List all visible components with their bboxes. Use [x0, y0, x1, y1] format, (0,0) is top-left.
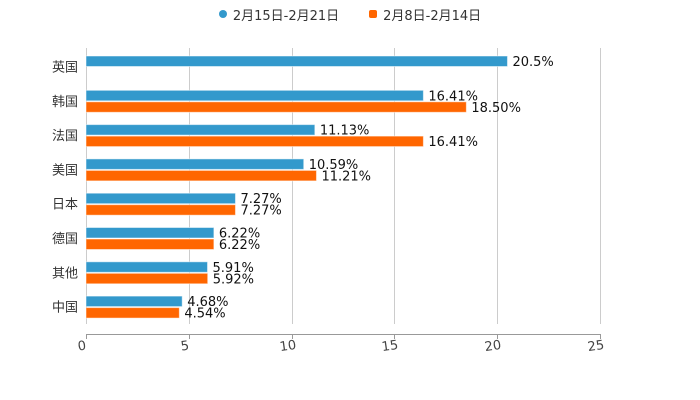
bar[interactable]: [85, 135, 424, 148]
bar[interactable]: [85, 124, 316, 136]
value-label: 4.54%: [184, 307, 225, 322]
bar[interactable]: [85, 272, 209, 285]
bar[interactable]: [85, 158, 305, 170]
value-label: 7.27%: [240, 192, 281, 207]
legend-label: 2月8日-2月14日: [383, 8, 482, 24]
legend-square-icon: [369, 10, 378, 18]
x-tick-label: 15: [381, 338, 399, 355]
value-label: 11.13%: [320, 124, 370, 139]
bar[interactable]: [85, 307, 180, 319]
x-tick-label: 10: [279, 338, 297, 355]
value-label: 20.5%: [512, 55, 553, 70]
category-label: 其他: [52, 266, 78, 281]
x-tick-label: 25: [587, 338, 605, 355]
category-label: 英国: [52, 61, 78, 76]
bar[interactable]: [85, 169, 317, 182]
bar[interactable]: [85, 101, 467, 113]
category-label: 中国: [52, 301, 78, 316]
value-label: 16.41%: [428, 89, 478, 104]
category-label: 日本: [52, 198, 78, 213]
category-label: 韩国: [52, 95, 78, 110]
value-label: 5.91%: [213, 261, 254, 276]
value-label: 6.22%: [219, 238, 260, 253]
bar[interactable]: [85, 204, 236, 216]
bar[interactable]: [85, 238, 215, 250]
bar[interactable]: [85, 227, 215, 239]
bar[interactable]: [85, 55, 508, 67]
legend-circle-icon: [218, 10, 227, 18]
bar[interactable]: [85, 261, 209, 273]
value-label: 5.92%: [213, 272, 254, 287]
x-tick-label: 5: [180, 339, 190, 355]
x-axis: 0 5 10 15 20 25: [77, 334, 605, 355]
legend-item-series-1[interactable]: 2月15日-2月21日: [218, 5, 340, 24]
value-label: 4.68%: [187, 295, 228, 310]
chart-legend: 2月15日-2月21日 2月8日-2月14日: [0, 4, 700, 24]
value-label: 16.41%: [428, 135, 478, 150]
bar[interactable]: [85, 295, 183, 308]
bar[interactable]: [85, 192, 236, 205]
value-label: 10.59%: [309, 158, 359, 173]
category-label: 法国: [52, 129, 78, 144]
x-tick-label: 0: [77, 339, 87, 355]
value-label: 11.21%: [321, 169, 371, 184]
legend-item-series-2[interactable]: 2月8日-2月14日: [369, 5, 481, 24]
bar[interactable]: [85, 89, 424, 102]
x-tick-label: 20: [484, 338, 502, 355]
legend-label: 2月15日-2月21日: [232, 8, 340, 24]
value-label: 6.22%: [219, 227, 260, 242]
category-label: 美国: [52, 163, 78, 178]
value-label: 18.50%: [471, 101, 521, 116]
value-label: 7.27%: [240, 204, 281, 219]
category-label: 德国: [52, 232, 78, 247]
bars: 20.5%16.41%18.50%11.13%16.41%10.59%11.21…: [85, 55, 554, 322]
